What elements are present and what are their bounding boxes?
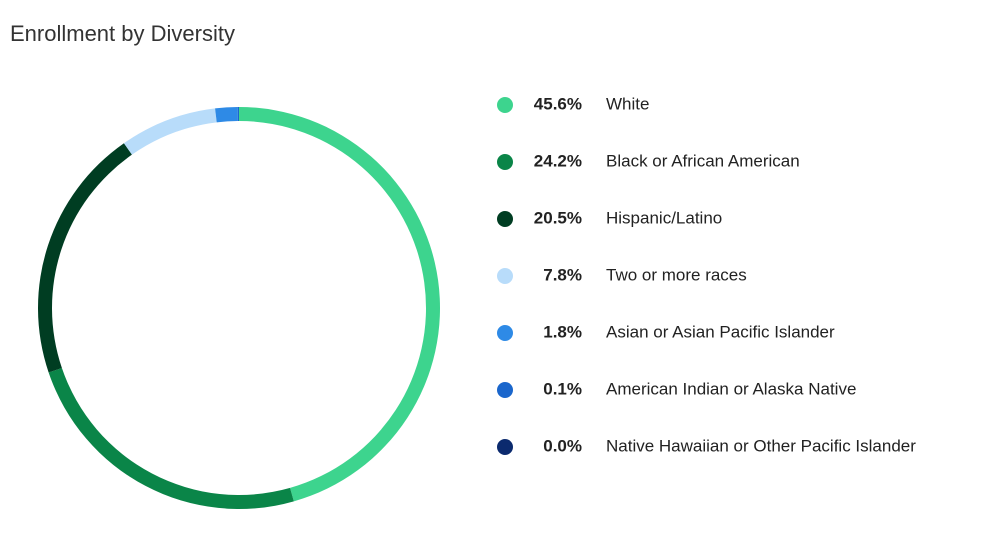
legend-label: Hispanic/Latino	[606, 208, 722, 227]
legend-marker	[497, 211, 513, 227]
chart-title: Enrollment by Diversity	[10, 21, 235, 46]
legend-value: 20.5%	[534, 208, 582, 227]
legend-label: American Indian or Alaska Native	[606, 379, 856, 398]
legend-marker	[497, 325, 513, 341]
donut-segment	[123, 108, 217, 155]
legend-label: Two or more races	[606, 265, 747, 284]
legend-value: 24.2%	[534, 151, 582, 170]
donut-segment	[239, 107, 440, 502]
donut-segment	[48, 368, 294, 509]
legend-marker	[497, 382, 513, 398]
donut-segment	[237, 107, 239, 122]
donut-segment	[215, 107, 238, 123]
legend-marker	[497, 154, 513, 170]
legend-marker	[497, 97, 513, 113]
legend-value: 1.8%	[543, 322, 582, 341]
legend-label: White	[606, 94, 649, 113]
legend-value: 0.1%	[543, 379, 582, 398]
legend-marker	[497, 439, 513, 455]
donut-segment	[37, 143, 132, 373]
legend-value: 0.0%	[543, 436, 582, 455]
legend-marker	[497, 268, 513, 284]
legend-label: Asian or Asian Pacific Islander	[606, 322, 835, 341]
legend-value: 7.8%	[543, 265, 582, 284]
legend-value: 45.6%	[534, 94, 582, 113]
legend-label: Black or African American	[606, 151, 800, 170]
legend-label: Native Hawaiian or Other Pacific Islande…	[606, 436, 916, 455]
